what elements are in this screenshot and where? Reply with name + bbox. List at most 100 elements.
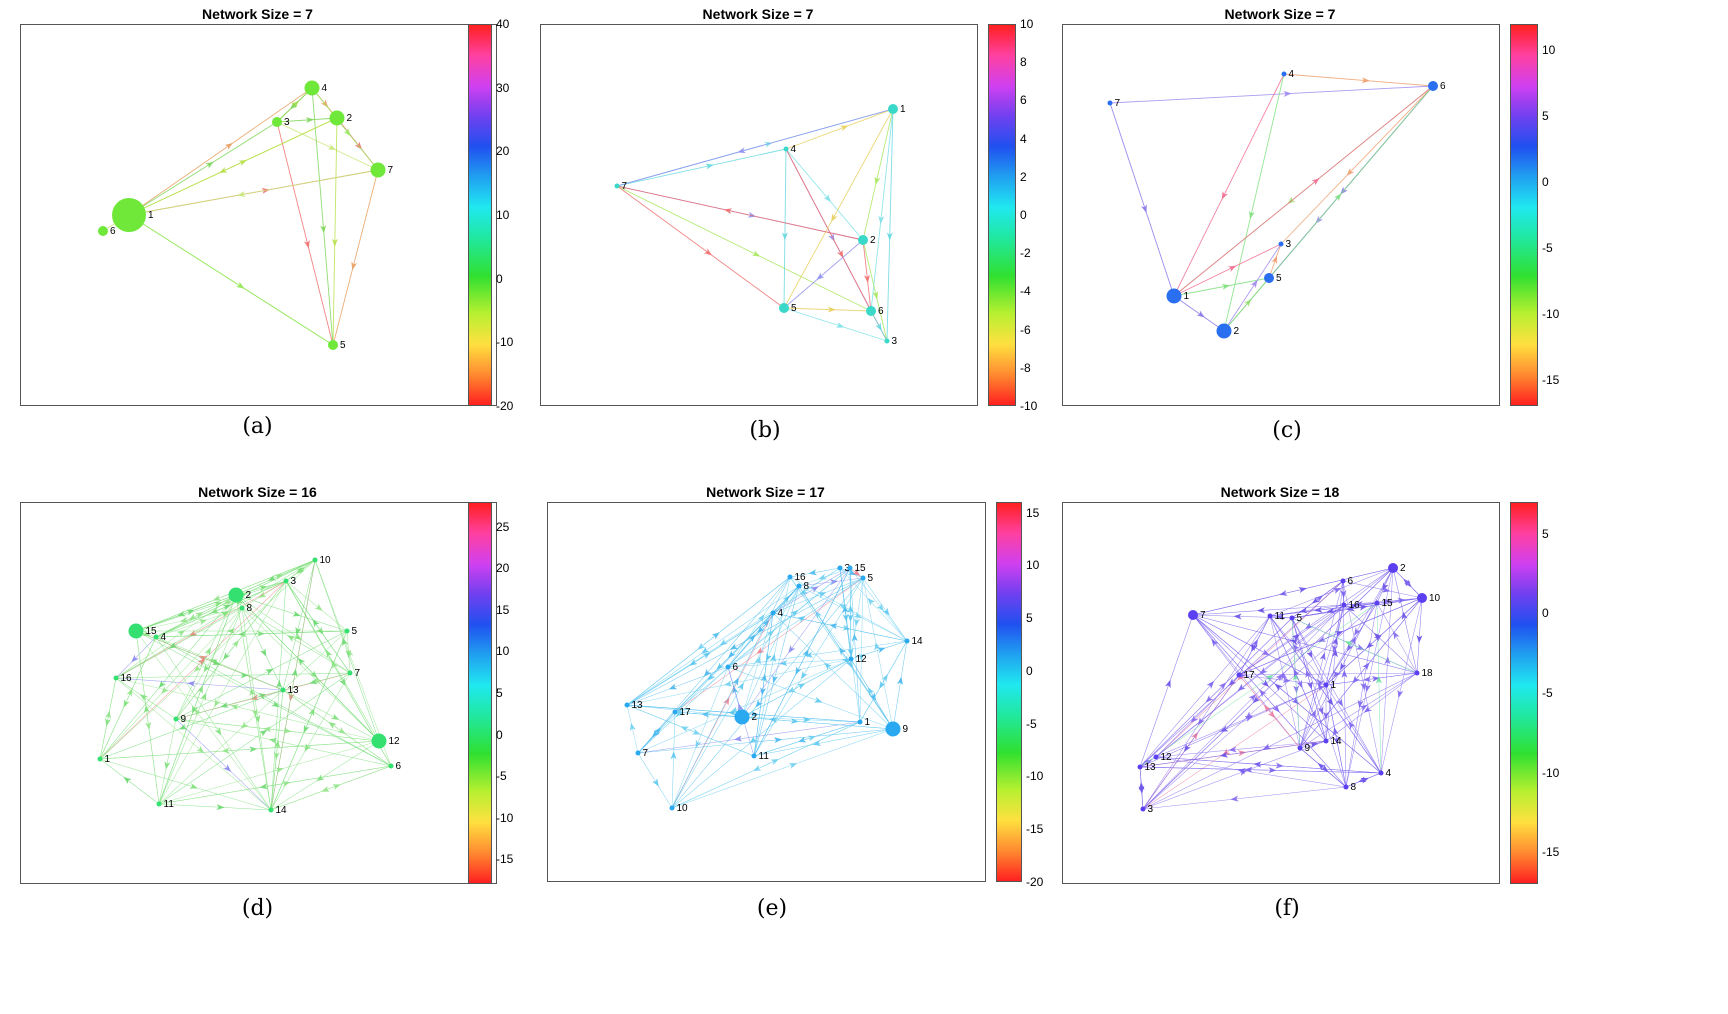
colorbar-tick: 20 bbox=[496, 561, 510, 576]
edge-arrow bbox=[331, 238, 338, 247]
edge-arrow bbox=[351, 261, 358, 271]
edge bbox=[1325, 684, 1382, 774]
edge bbox=[270, 580, 287, 811]
edge bbox=[1238, 615, 1271, 676]
edge-arrow bbox=[842, 613, 849, 623]
edge-arrow bbox=[267, 574, 277, 581]
panel-title: Network Size = 18 bbox=[1220, 484, 1340, 500]
edge bbox=[241, 607, 351, 674]
edge bbox=[1269, 604, 1345, 617]
edge bbox=[1238, 674, 1327, 686]
graph-node bbox=[635, 750, 641, 756]
edge-arrow bbox=[214, 727, 222, 736]
edge-arrow bbox=[274, 740, 281, 749]
edge bbox=[671, 658, 852, 809]
edge bbox=[870, 108, 894, 312]
edge-arrow bbox=[837, 249, 844, 259]
network-plot: 1 2 3 4 5 6 7 bbox=[20, 24, 497, 406]
edge-arrow bbox=[1319, 652, 1326, 661]
edge bbox=[235, 580, 287, 596]
edge-arrow bbox=[291, 668, 298, 677]
edge bbox=[99, 689, 284, 760]
panel-title: Network Size = 7 bbox=[202, 6, 313, 22]
node-label: 3 bbox=[284, 117, 290, 128]
edge bbox=[155, 580, 287, 638]
edge-arrow bbox=[680, 726, 689, 733]
edge-arrow bbox=[342, 637, 348, 647]
edge bbox=[772, 612, 894, 730]
node-label: 7 bbox=[1200, 610, 1206, 621]
node-label: 6 bbox=[1440, 81, 1446, 92]
network-plot: 1 2 3 4 5 6 7 8 9 10 11 12 13 14 15 16 17 18 bbox=[1062, 502, 1500, 884]
colorbar-tick: 10 bbox=[496, 644, 510, 659]
edge bbox=[99, 677, 117, 760]
graph-node bbox=[847, 565, 853, 571]
edge-arrow bbox=[1299, 607, 1308, 614]
edge-arrow bbox=[1190, 715, 1199, 723]
edge bbox=[270, 559, 316, 811]
panel-caption: (f) bbox=[1274, 896, 1300, 921]
edge-arrow bbox=[879, 680, 886, 690]
node-label: 2 bbox=[246, 590, 252, 601]
edge bbox=[789, 576, 852, 660]
edge bbox=[862, 108, 894, 241]
edge-arrow bbox=[1143, 759, 1153, 767]
edge-arrow bbox=[314, 603, 323, 612]
edge-arrow bbox=[878, 215, 885, 225]
edge-arrow bbox=[1331, 649, 1338, 658]
edge-arrow bbox=[867, 597, 876, 606]
edge bbox=[850, 658, 894, 730]
edge-arrow bbox=[1362, 676, 1372, 683]
node-label: 16 bbox=[795, 572, 807, 583]
node-label: 3 bbox=[892, 336, 898, 347]
graph-node bbox=[239, 605, 245, 611]
edge-arrow bbox=[1259, 689, 1267, 698]
graph-node bbox=[858, 235, 868, 245]
edge bbox=[1269, 615, 1327, 686]
graph-node bbox=[884, 338, 890, 344]
edge bbox=[1139, 617, 1293, 768]
edge-arrow bbox=[842, 604, 849, 614]
edge bbox=[616, 108, 894, 187]
edge bbox=[859, 640, 908, 723]
graph-node bbox=[783, 146, 789, 152]
edge bbox=[637, 752, 673, 809]
colorbar-tick: -10 bbox=[1542, 306, 1560, 321]
edge-arrow bbox=[249, 687, 256, 697]
edge bbox=[1142, 615, 1271, 810]
edge-arrow bbox=[1281, 671, 1288, 680]
edge-arrow bbox=[797, 683, 806, 690]
edge bbox=[753, 612, 774, 757]
edge bbox=[626, 704, 743, 718]
edge bbox=[637, 585, 800, 754]
edge-arrow bbox=[186, 609, 195, 616]
edge-arrow bbox=[795, 666, 802, 675]
colorbar-tick: 0 bbox=[1026, 663, 1033, 678]
edge bbox=[332, 117, 338, 346]
edge-layer bbox=[1109, 73, 1434, 332]
node-label: 14 bbox=[912, 636, 924, 647]
edge-arrow bbox=[1282, 677, 1291, 684]
edge-arrow bbox=[1334, 631, 1344, 637]
node-label: 8 bbox=[1351, 782, 1357, 793]
edge bbox=[1325, 672, 1418, 742]
edge bbox=[1291, 617, 1382, 774]
edge bbox=[1325, 672, 1418, 686]
node-label: 8 bbox=[804, 581, 810, 592]
node-label: 7 bbox=[388, 165, 394, 176]
edge bbox=[128, 214, 334, 346]
graph-node bbox=[1289, 615, 1295, 621]
edge bbox=[282, 689, 392, 767]
edge bbox=[1223, 73, 1285, 332]
edge bbox=[135, 630, 160, 805]
edge bbox=[158, 607, 243, 805]
edge-arrow bbox=[1267, 710, 1276, 719]
edge bbox=[1325, 604, 1345, 686]
edge-arrow bbox=[275, 680, 282, 689]
edge bbox=[1109, 102, 1175, 297]
edge bbox=[783, 108, 894, 309]
edge-arrow bbox=[196, 745, 205, 754]
